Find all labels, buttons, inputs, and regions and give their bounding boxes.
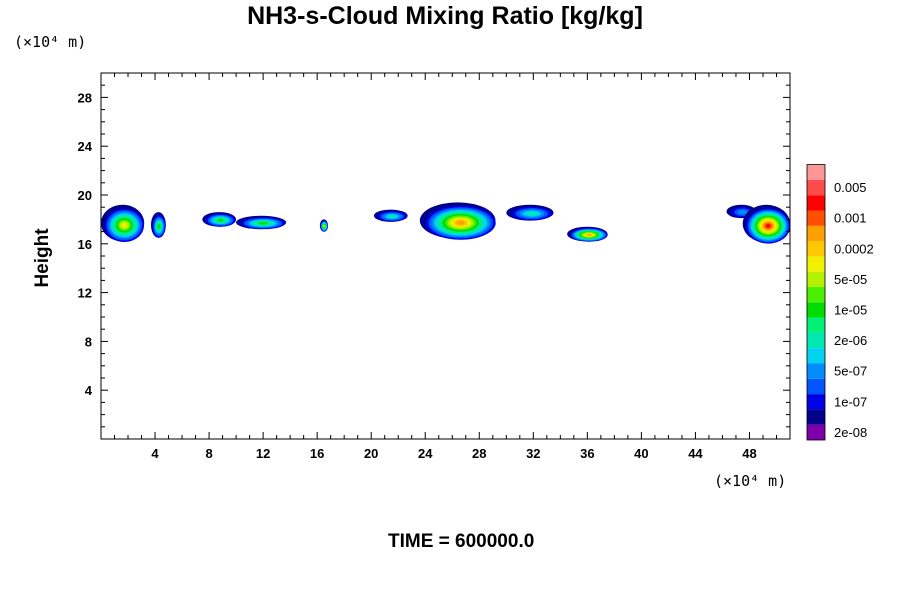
colorbar-label: 5e-05 [834, 272, 867, 287]
y-tick-label: 24 [78, 139, 93, 154]
x-tick-label: 36 [580, 446, 594, 461]
colorbar-swatch [807, 256, 825, 272]
cloud-contour [217, 218, 224, 222]
colorbar-label: 5e-07 [834, 364, 867, 379]
x-tick-label: 12 [256, 446, 270, 461]
cloud-field [101, 202, 791, 244]
cloud-region [236, 215, 287, 230]
y-axis-unit: (×10⁴ m) [14, 33, 87, 51]
x-tick-label: 8 [205, 446, 212, 461]
time-label: TIME = 600000.0 [388, 531, 535, 552]
cloud-contour [586, 234, 592, 236]
colorbar-swatch [807, 332, 825, 349]
x-tick-label: 16 [310, 446, 324, 461]
colorbar-swatch [807, 363, 825, 379]
cloud-region [506, 204, 554, 221]
x-tick-label: 40 [634, 446, 648, 461]
colorbar-swatch [807, 378, 825, 395]
colorbar-swatch [807, 225, 825, 242]
colorbar-swatch [807, 348, 825, 364]
cloud-region [742, 204, 791, 244]
colorbar-swatch [807, 195, 825, 211]
cloud-contour [323, 225, 326, 228]
cloud-region [319, 219, 328, 232]
colorbar-label: 1e-05 [834, 302, 867, 317]
cloud-region [150, 212, 166, 238]
cloud-region [373, 209, 408, 222]
cloud-region [101, 204, 145, 242]
cloud-contour [765, 224, 771, 228]
cloud-contour [121, 222, 128, 228]
colorbar-label: 2e-06 [834, 333, 867, 348]
y-tick-label: 12 [78, 286, 92, 301]
colorbar-swatch [807, 394, 825, 410]
colorbar-swatch [807, 271, 825, 287]
plot-frame [100, 72, 791, 440]
colorbar-swatch [807, 317, 825, 333]
colorbar-label: 2e-08 [834, 425, 867, 440]
cloud-contour [388, 215, 397, 218]
colorbar-swatch [807, 302, 825, 318]
x-tick-label: 20 [364, 446, 378, 461]
x-tick-label: 48 [742, 446, 756, 461]
cloud-contour [258, 222, 268, 225]
y-tick-label: 16 [78, 237, 92, 252]
x-axis-unit: (×10⁴ m) [714, 472, 787, 490]
y-tick-label: 28 [78, 90, 92, 105]
cloud-region [419, 202, 496, 240]
colorbar-swatch [807, 164, 825, 180]
colorbar-swatch [807, 241, 825, 257]
x-tick-label: 4 [151, 446, 159, 461]
y-axis: 4 8 12 16 20 24 28 [78, 84, 790, 428]
colorbar: 2e-08 1e-07 5e-07 2e-06 1e-05 5e-05 0.0002 0.00… [806, 164, 874, 441]
cloud-contour [157, 224, 161, 229]
cloud-region [202, 212, 237, 227]
x-axis: 4 8 12 16 20 24 28 32 36 40 44 48 [114, 73, 777, 461]
colorbar-swatch [807, 210, 825, 226]
x-tick-label: 28 [472, 446, 486, 461]
y-tick-label: 8 [85, 334, 92, 349]
y-tick-label: 20 [78, 188, 92, 203]
x-tick-label: 44 [688, 446, 703, 461]
colorbar-label: 0.0002 [834, 241, 874, 256]
cloud-contour [526, 211, 538, 216]
colorbar-swatch [807, 424, 825, 440]
x-tick-label: 32 [526, 446, 540, 461]
colorbar-label: 0.001 [834, 211, 867, 226]
x-tick-label: 24 [418, 446, 433, 461]
colorbar-swatch [807, 179, 825, 196]
chart-title: NH3-s-Cloud Mixing Ratio [kg/kg] [247, 2, 643, 30]
colorbar-swatch [807, 287, 825, 303]
colorbar-label: 1e-07 [834, 394, 867, 409]
colorbar-label: 0.005 [834, 180, 867, 195]
y-tick-label: 4 [85, 383, 93, 398]
cloud-contour [737, 210, 748, 215]
cloud-contour [456, 220, 465, 225]
colorbar-frame [806, 164, 826, 441]
cloud-region [567, 226, 608, 242]
colorbar-swatch [807, 409, 825, 425]
